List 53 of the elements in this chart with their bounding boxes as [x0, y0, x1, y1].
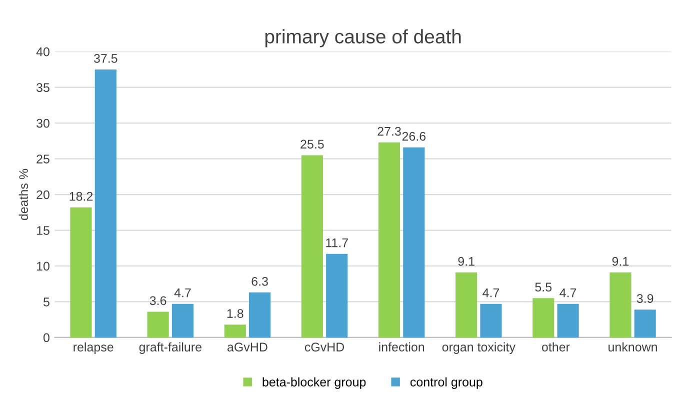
y-tick-label: 25 [36, 154, 50, 164]
y-tick-label: 20 [36, 190, 50, 200]
data-label: 4.7 [174, 288, 191, 298]
x-tick-label: infection [379, 342, 424, 352]
bar [634, 310, 656, 338]
bar [172, 304, 194, 338]
data-label: 9.1 [612, 256, 629, 266]
x-tick-label: relapse [74, 342, 114, 354]
y-tick-label: 5 [43, 298, 50, 306]
data-label: 4.7 [482, 288, 500, 298]
bar [378, 142, 400, 338]
bar [224, 324, 246, 338]
y-tick-label: 40 [36, 47, 50, 56]
data-label: 25.5 [300, 140, 324, 149]
legend-label: beta-blocker group [262, 377, 366, 389]
y-tick-label: 10 [36, 262, 50, 271]
bar [532, 298, 554, 338]
bar [610, 272, 632, 338]
bar [480, 304, 502, 338]
bar [70, 207, 92, 338]
data-label: 11.7 [326, 238, 348, 248]
y-tick-label: 35 [36, 83, 50, 92]
bar [557, 304, 579, 338]
data-label: 3.9 [636, 294, 654, 303]
y-tick-label: 30 [36, 118, 50, 128]
bar [248, 292, 271, 338]
data-label: 37.5 [94, 54, 118, 63]
x-tick-label: graft-failure [139, 342, 202, 354]
bar [456, 272, 478, 338]
data-label: 3.6 [150, 296, 166, 306]
chart-title: primary cause of death [265, 29, 461, 48]
data-label: 18.2 [70, 192, 93, 201]
data-label: 9.1 [458, 256, 474, 266]
bar [301, 155, 323, 338]
x-tick-label: other [542, 342, 570, 352]
x-tick-label: organ toxicity [442, 342, 516, 354]
bar [326, 254, 348, 338]
data-label: 5.5 [535, 282, 552, 292]
data-label: 6.3 [252, 276, 268, 286]
bar [147, 312, 169, 338]
bar [403, 147, 425, 338]
x-tick-label: unknown [608, 342, 657, 352]
data-label: 27.3 [378, 126, 401, 136]
x-tick-label: aGvHD [228, 342, 268, 352]
legend-label: control group [410, 377, 482, 389]
data-label: 26.6 [402, 132, 426, 141]
data-label: 4.7 [560, 288, 576, 298]
y-tick-label: 15 [36, 226, 50, 235]
bar [94, 69, 116, 338]
data-label: 1.8 [227, 309, 244, 318]
y-tick-label: 0 [43, 333, 50, 342]
y-axis-title: deaths % [18, 168, 28, 220]
x-tick-label: cGvHD [304, 342, 344, 352]
